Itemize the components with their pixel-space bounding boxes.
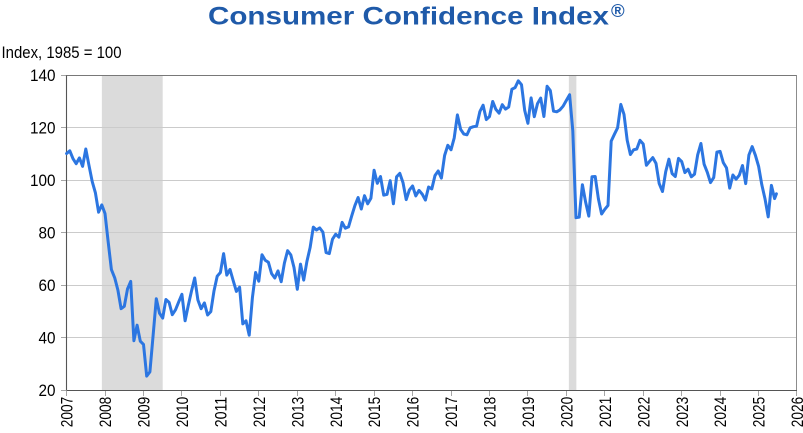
svg-text:2017: 2017 [443, 397, 461, 428]
svg-text:Consumer Confidence Index: Consumer Confidence Index [208, 2, 610, 31]
svg-text:2013: 2013 [289, 397, 307, 428]
svg-text:2010: 2010 [174, 397, 192, 428]
svg-text:Index, 1985 = 100: Index, 1985 = 100 [2, 43, 122, 62]
svg-text:2011: 2011 [212, 397, 230, 428]
svg-text:2024: 2024 [712, 397, 730, 428]
svg-text:2012: 2012 [251, 397, 269, 428]
svg-text:2016: 2016 [405, 397, 423, 428]
svg-text:2014: 2014 [328, 397, 346, 428]
svg-text:80: 80 [39, 225, 56, 243]
svg-text:2009: 2009 [136, 397, 154, 428]
svg-text:2008: 2008 [97, 397, 115, 428]
svg-text:120: 120 [30, 120, 56, 138]
svg-text:2022: 2022 [635, 397, 653, 428]
svg-text:2025: 2025 [751, 397, 769, 428]
svg-text:100: 100 [30, 172, 56, 190]
svg-text:2007: 2007 [59, 397, 77, 428]
svg-text:60: 60 [39, 277, 56, 295]
svg-text:2018: 2018 [482, 397, 500, 428]
svg-text:2019: 2019 [520, 397, 538, 428]
svg-text:140: 140 [30, 67, 56, 85]
svg-text:40: 40 [39, 329, 56, 347]
svg-text:2021: 2021 [597, 397, 615, 428]
svg-text:2020: 2020 [558, 397, 576, 428]
svg-text:2026: 2026 [789, 397, 803, 428]
svg-text:20: 20 [39, 382, 56, 400]
svg-text:2015: 2015 [366, 397, 384, 428]
svg-text:®: ® [611, 0, 625, 21]
svg-text:2023: 2023 [674, 397, 692, 428]
